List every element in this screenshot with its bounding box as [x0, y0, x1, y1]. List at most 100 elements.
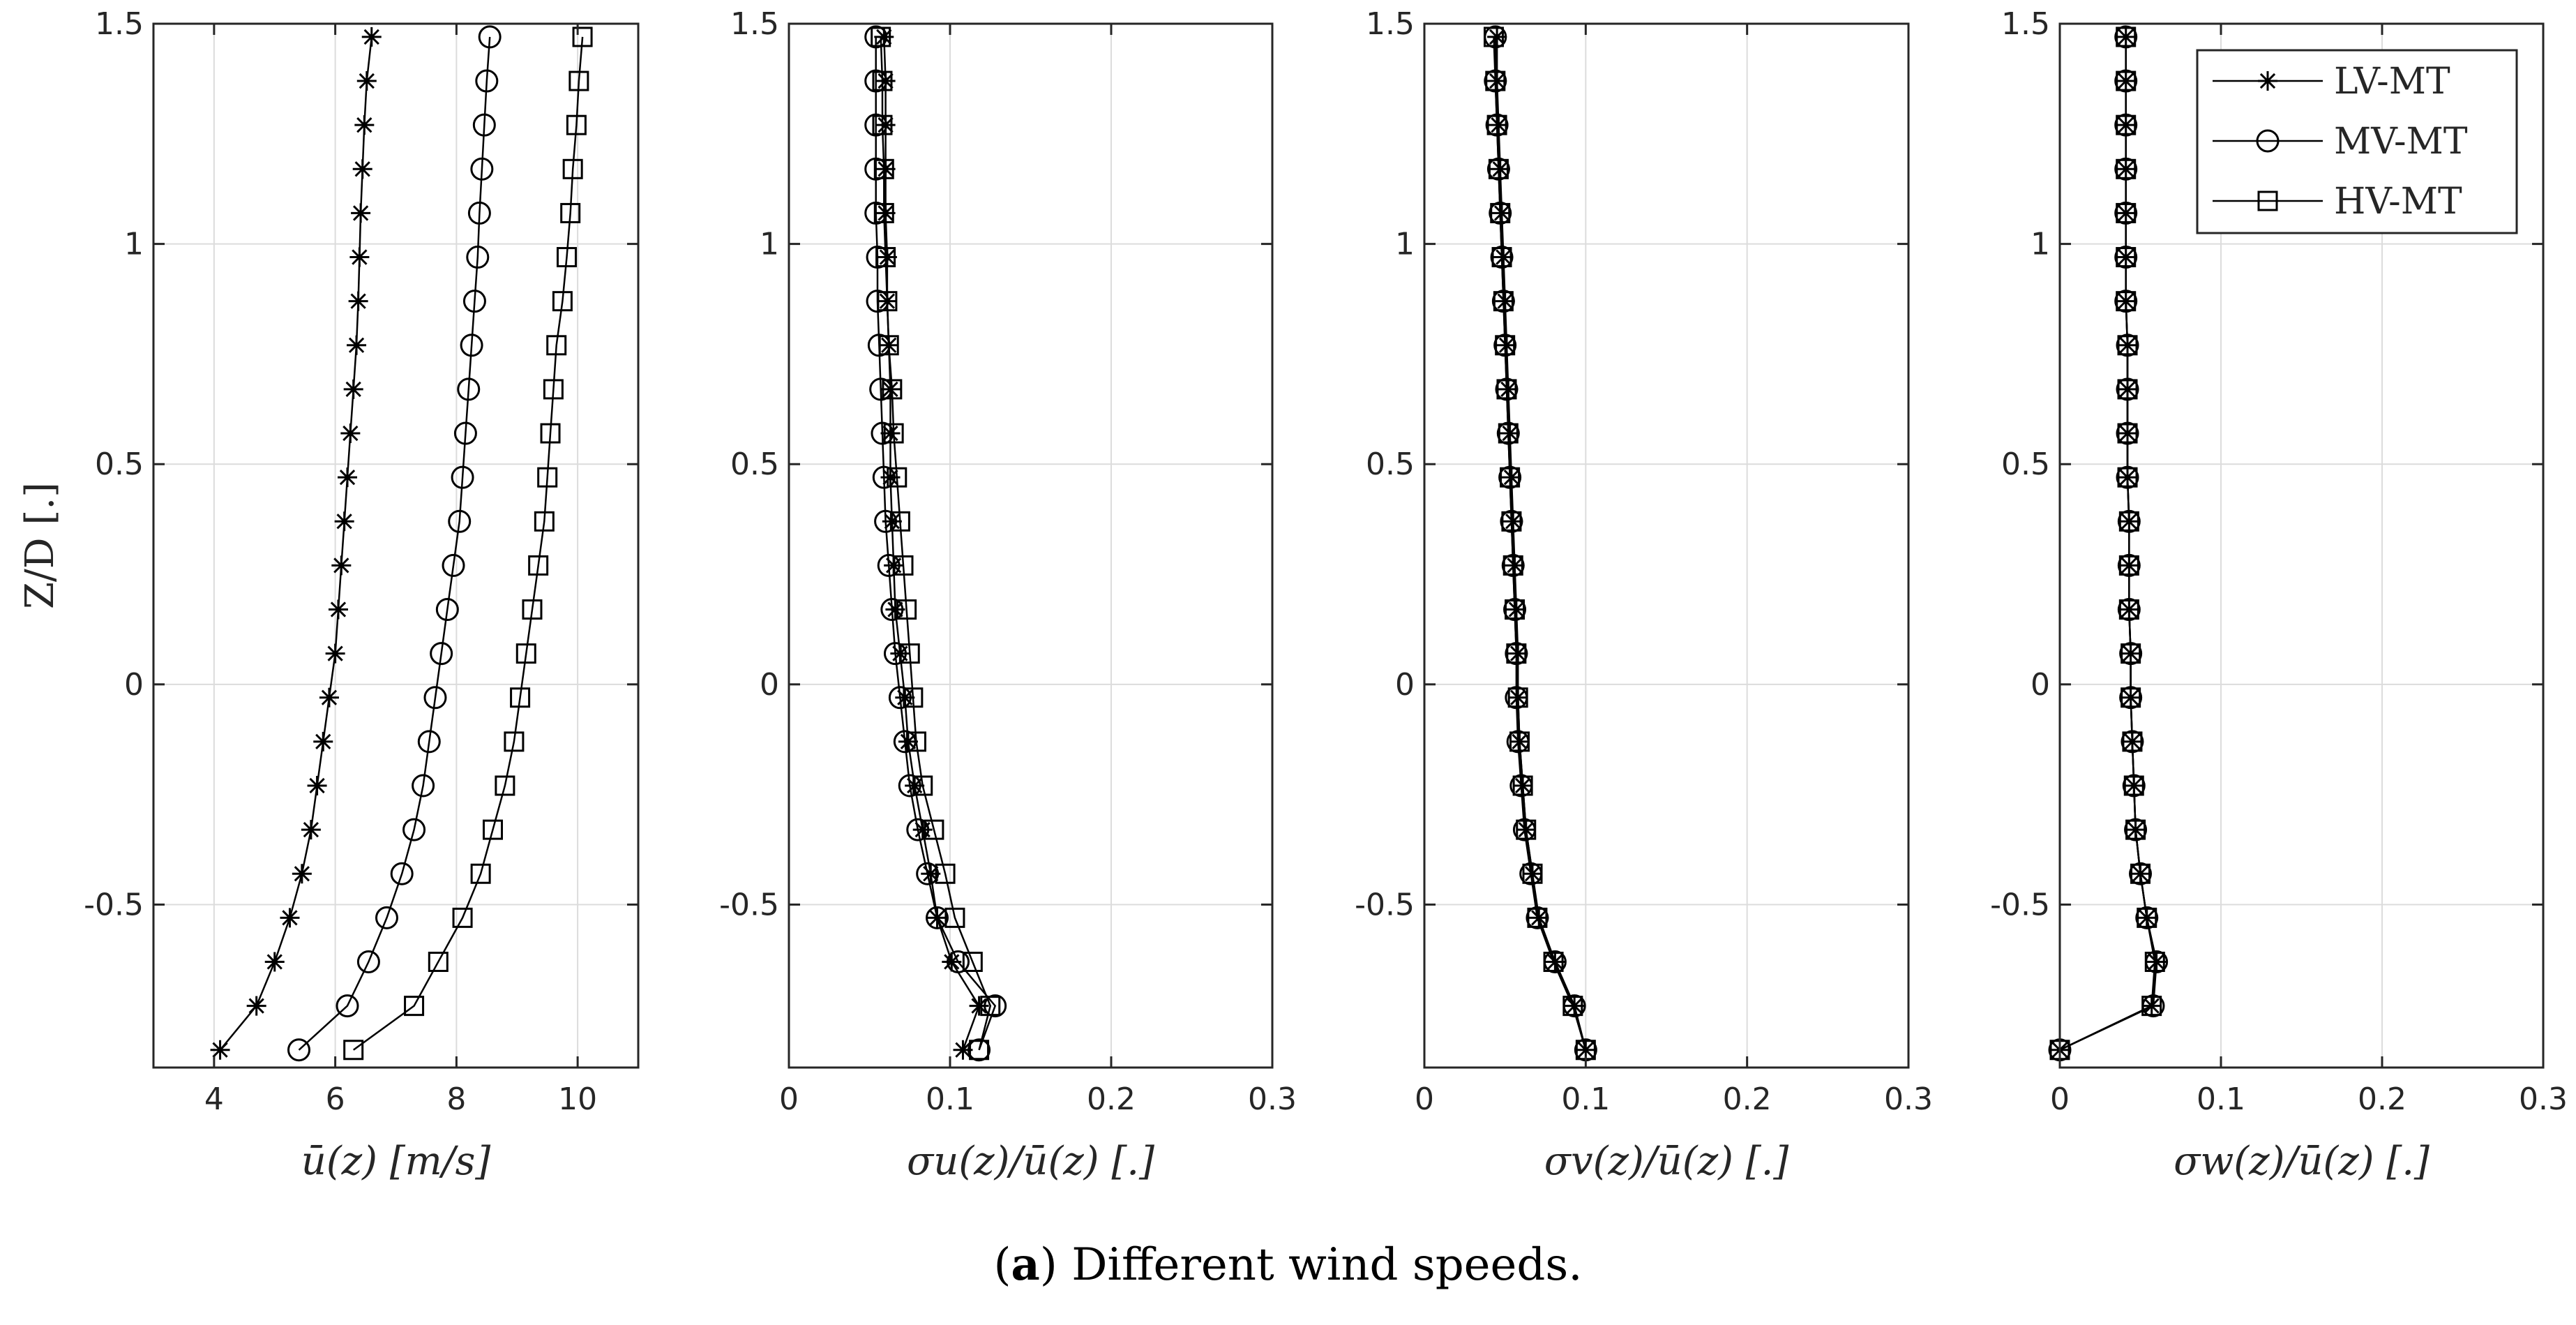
data-point-LV-MT — [328, 599, 348, 620]
data-point-MV-MT — [457, 377, 481, 401]
data-point-MV-MT — [287, 1038, 310, 1062]
data-point-LV-MT — [1500, 424, 1520, 444]
y-tick-label: -0.5 — [1355, 887, 1415, 922]
data-point-MV-MT — [448, 509, 472, 533]
data-point-MV-MT — [2129, 862, 2152, 885]
data-point-HV-MT — [944, 907, 965, 928]
y-tick-label: 0 — [760, 667, 779, 703]
data-point-HV-MT — [969, 1040, 990, 1061]
series-MV-MT — [287, 25, 502, 1062]
data-point-HV-MT — [504, 731, 525, 752]
data-point-LV-MT — [343, 379, 363, 399]
figure-caption: (a) Different wind speeds. — [993, 1238, 1583, 1291]
data-point-HV-MT — [566, 114, 587, 135]
chart-panel-2: 0 0.1 0.2 0.3 -0.5 0 0.5 1 1.5 σu(z)/ū(z) [.] — [719, 6, 1297, 1184]
legend-marker-HV-MT — [2257, 190, 2278, 211]
data-point-HV-MT — [510, 687, 531, 708]
data-point-LV-MT — [1501, 467, 1521, 488]
legend-entry-LV-MT: LV-MT — [2213, 61, 2450, 103]
data-point-MV-MT — [877, 553, 901, 577]
x-tick-label: 0.2 — [2358, 1081, 2406, 1117]
data-point-HV-MT — [1501, 511, 1522, 532]
data-point-HV-MT — [887, 467, 907, 488]
data-point-HV-MT — [1496, 379, 1517, 400]
data-point-LV-MT — [880, 467, 901, 488]
data-point-LV-MT — [1487, 27, 1507, 47]
data-point-HV-MT — [871, 27, 891, 47]
data-point-LV-MT — [921, 864, 941, 884]
x-tick-label: 0.1 — [1561, 1081, 1610, 1117]
data-point-LV-MT — [280, 908, 300, 928]
data-point-HV-MT — [495, 775, 515, 796]
data-point-HV-MT — [905, 731, 926, 752]
chart-panel-3: 0 0.1 0.2 0.3 -0.5 0 0.5 1 1.5 σv(z)/ū(z) [.] — [1355, 6, 1933, 1184]
data-point-HV-MT — [2137, 907, 2157, 928]
data-point-HV-MT — [2141, 996, 2162, 1017]
data-point-HV-MT — [1543, 952, 1564, 973]
data-point-HV-MT — [1491, 247, 1512, 268]
data-point-LV-MT — [1508, 643, 1528, 664]
y-tick-label: -0.5 — [1990, 887, 2050, 922]
data-point-LV-MT — [319, 687, 339, 708]
data-point-HV-MT — [883, 423, 904, 444]
data-point-HV-MT — [2144, 952, 2165, 973]
data-point-MV-MT — [462, 290, 486, 313]
data-point-MV-MT — [466, 246, 490, 269]
data-point-LV-MT — [313, 731, 333, 751]
plot-area — [1424, 24, 1908, 1068]
x-tick-label: 4 — [204, 1081, 224, 1117]
data-point-MV-MT — [874, 509, 898, 533]
data-point-HV-MT — [2123, 775, 2144, 796]
x-tick-label: 0.2 — [1723, 1081, 1772, 1117]
data-point-LV-MT — [334, 511, 354, 532]
data-point-HV-MT — [2125, 819, 2146, 840]
data-point-HV-MT — [528, 555, 549, 576]
data-point-HV-MT — [877, 291, 898, 312]
data-point-LV-MT — [264, 952, 285, 972]
data-point-MV-MT — [451, 465, 474, 489]
data-point-MV-MT — [1526, 906, 1549, 929]
data-point-HV-MT — [1483, 27, 1504, 47]
data-point-HV-MT — [980, 996, 1001, 1017]
data-point-LV-MT — [348, 291, 368, 311]
axes-box — [1423, 22, 1910, 1069]
legend-entry-HV-MT: HV-MT — [2213, 181, 2462, 223]
data-point-MV-MT — [402, 818, 426, 841]
data-point-HV-MT — [2116, 247, 2137, 268]
y-tick-label: 0.5 — [730, 447, 779, 482]
data-point-LV-MT — [1498, 379, 1519, 399]
series-line-MV-MT — [298, 36, 491, 1051]
x-tick-label: 6 — [326, 1081, 345, 1117]
data-point-HV-MT — [404, 996, 425, 1017]
x-tick-label: 0.3 — [1248, 1081, 1297, 1117]
data-point-HV-MT — [882, 379, 903, 400]
data-point-HV-MT — [873, 202, 894, 223]
data-point-HV-MT — [893, 555, 914, 576]
legend-label: HV-MT — [2334, 181, 2462, 223]
y-tick-label: 1 — [1395, 227, 1415, 262]
data-point-HV-MT — [2121, 687, 2141, 708]
data-point-HV-MT — [2116, 202, 2137, 223]
data-point-HV-MT — [903, 687, 924, 708]
data-point-LV-MT — [292, 864, 312, 884]
y-tick-label: 0.5 — [1366, 447, 1415, 482]
series-line-HV-MT — [2059, 36, 2156, 1051]
data-point-HV-MT — [889, 511, 910, 532]
x-tick-label: 0 — [1415, 1081, 1434, 1117]
data-point-MV-MT — [435, 598, 459, 622]
legend-entry-MV-MT: MV-MT — [2213, 121, 2468, 163]
data-point-LV-MT — [1505, 555, 1525, 576]
data-point-LV-MT — [1506, 599, 1526, 620]
data-point-HV-MT — [534, 511, 555, 532]
data-point-MV-MT — [336, 994, 359, 1018]
data-point-HV-MT — [873, 158, 894, 179]
legend-label: MV-MT — [2334, 121, 2468, 163]
chart-panel-1: 4 6 8 10 -0.5 0 0.5 1 1.5 ū(z) [m/s] — [84, 6, 640, 1184]
y-axis-label: Z/D [.] — [17, 482, 63, 609]
data-point-HV-MT — [1498, 423, 1519, 444]
y-tick-label: 0 — [2031, 667, 2050, 703]
series-HV-MT — [871, 27, 1001, 1061]
data-point-HV-MT — [572, 27, 593, 47]
data-point-LV-MT — [351, 203, 371, 223]
